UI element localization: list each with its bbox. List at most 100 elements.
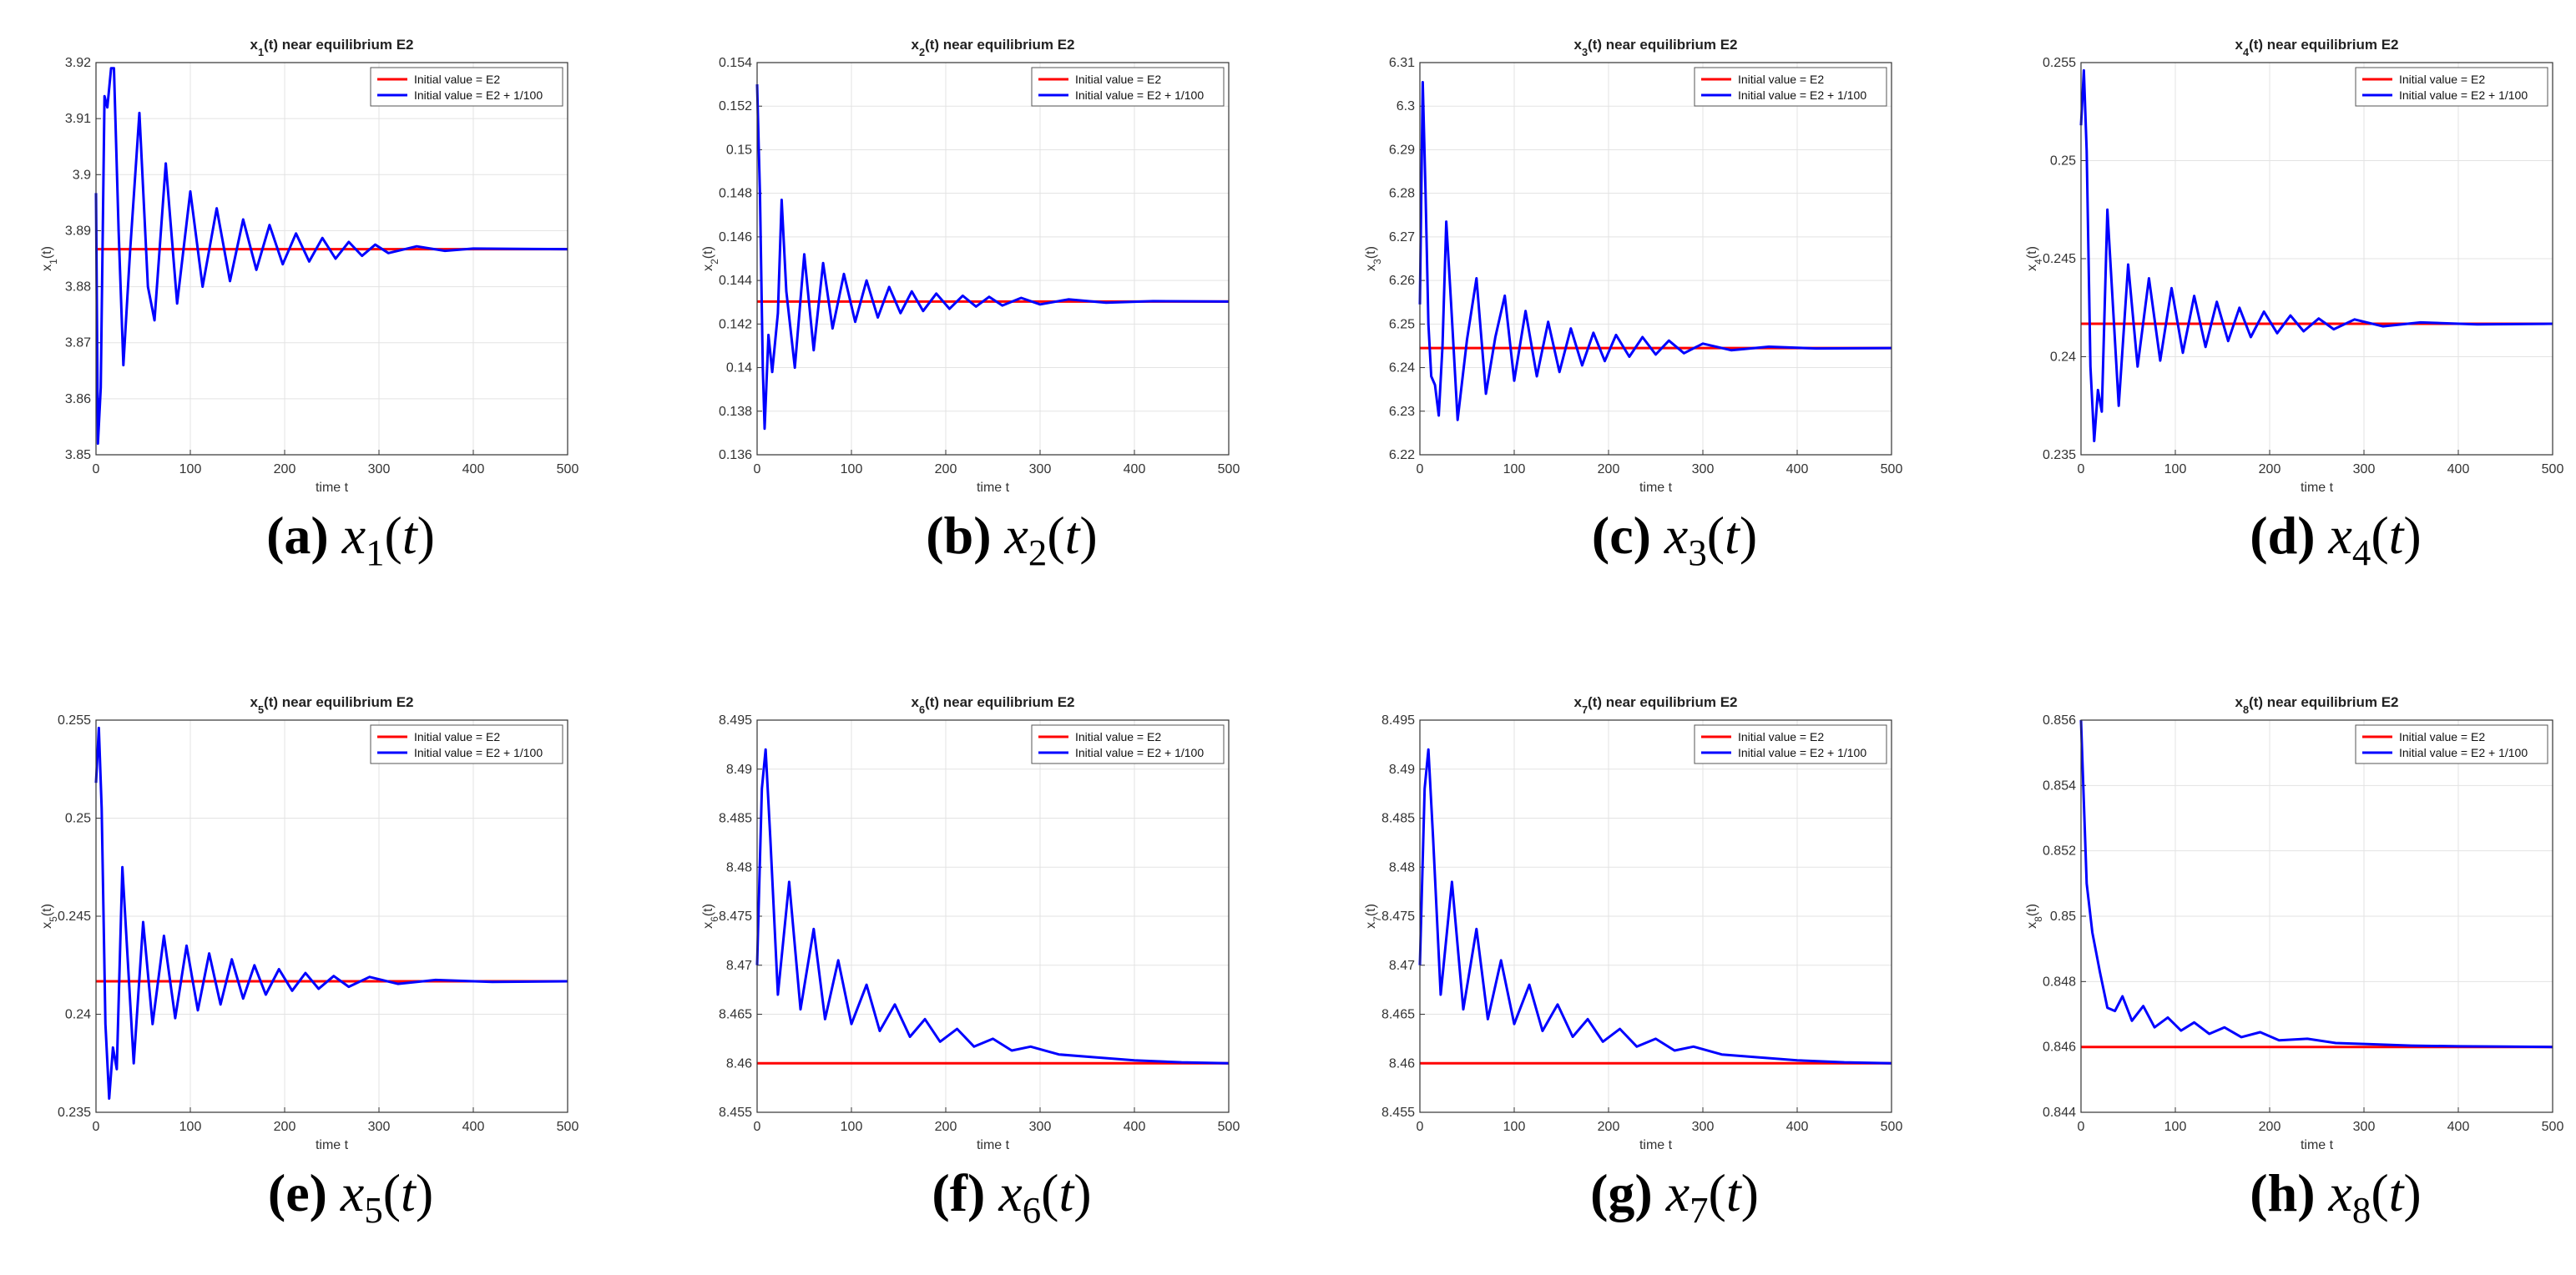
y-tick-label: 8.47 xyxy=(726,959,752,973)
x-tick-label: 500 xyxy=(557,1120,579,1134)
y-tick-label: 6.3 xyxy=(1397,99,1415,113)
chart-svg-a: 0 100 200 300 400 500 3.85 3.86 3.87 3.88 3.89 3.9 3… xyxy=(40,37,578,495)
y-axis-label: x7(t) xyxy=(1364,904,1383,929)
subfigure-caption: (a) x1(t) xyxy=(33,505,668,574)
y-tick-label: 0.245 xyxy=(2043,252,2076,266)
chart-title: x2(t) near equilibrium E2 xyxy=(911,37,1074,58)
legend-box xyxy=(1694,724,1887,764)
y-tick-label: 0.852 xyxy=(2043,844,2076,859)
x-tick-label: 400 xyxy=(462,1120,485,1134)
plot-area xyxy=(96,63,568,455)
axes-frame xyxy=(2080,62,2553,456)
x-axis-label: time t xyxy=(1639,481,1673,495)
legend-label: Initial value = E2 xyxy=(414,73,500,86)
legend-label: Initial value = E2 xyxy=(2399,73,2485,86)
y-tick-label: 0.24 xyxy=(65,1008,91,1022)
legend-label: Initial value = E2 + 1/100 xyxy=(1075,88,1204,102)
caption-letter: (c) xyxy=(1591,506,1651,565)
y-tick-label: 6.26 xyxy=(1389,274,1415,288)
y-tick-label: 3.91 xyxy=(65,112,91,126)
y-tick-label: 6.29 xyxy=(1389,143,1415,157)
legend-label: Initial value = E2 xyxy=(1075,730,1161,743)
caption-variable: x4(t) xyxy=(2315,506,2422,573)
y-tick-label: 3.92 xyxy=(65,56,91,70)
x-tick-label: 500 xyxy=(2542,1120,2564,1134)
x-tick-label: 400 xyxy=(462,462,485,476)
axes-frame xyxy=(1419,719,1892,1113)
y-tick-label: 0.848 xyxy=(2043,975,2076,989)
y-tick-label: 3.89 xyxy=(65,224,91,238)
x-axis-label: time t xyxy=(977,481,1010,495)
x-tick-label: 100 xyxy=(841,462,863,476)
x-tick-label: 200 xyxy=(2259,1120,2281,1134)
y-tick-label: 8.48 xyxy=(1389,860,1415,874)
x-tick-label: 200 xyxy=(274,1120,296,1134)
y-tick-label: 6.24 xyxy=(1389,361,1415,375)
y-axis-label: x2(t) xyxy=(701,246,720,271)
subfigure-caption: (f) x6(t) xyxy=(695,1162,1329,1232)
y-tick-label: 0.245 xyxy=(58,910,91,924)
y-tick-label: 0.844 xyxy=(2043,1106,2076,1120)
legend-box xyxy=(2355,67,2548,107)
x-tick-label: 200 xyxy=(935,1120,957,1134)
subfigure-caption: (h) x8(t) xyxy=(2018,1162,2576,1232)
series-line-perturbed xyxy=(2079,68,2553,442)
y-tick-label: 0.146 xyxy=(719,230,752,244)
axes-frame xyxy=(95,62,568,456)
legend-label: Initial value = E2 xyxy=(1075,73,1161,86)
legend-box xyxy=(1031,724,1225,764)
y-tick-label: 6.27 xyxy=(1389,230,1415,244)
caption-variable: x3(t) xyxy=(1650,506,1758,573)
series-line-perturbed xyxy=(755,84,1230,431)
subfigure-caption: (c) x3(t) xyxy=(1357,505,1992,574)
x-axis-label: time t xyxy=(316,1138,349,1152)
legend-label: Initial value = E2 xyxy=(1738,73,1824,86)
caption-letter: (e) xyxy=(267,1163,327,1222)
x-tick-label: 300 xyxy=(368,1120,391,1134)
axes-frame xyxy=(756,62,1230,456)
chart-svg-c: 0 100 200 300 400 500 6.22 6.23 6.24 6.25 6.26 6.27… xyxy=(1364,37,1902,495)
x-axis-label: time t xyxy=(1639,1138,1673,1152)
y-tick-label: 6.22 xyxy=(1389,448,1415,462)
x-axis-label: time t xyxy=(977,1138,1010,1152)
x-tick-label: 0 xyxy=(754,462,761,476)
chart-svg-h: 0 100 200 300 400 500 0.844 0.846 0.848 0.85 0.852… xyxy=(2025,694,2564,1152)
y-axis-label: x3(t) xyxy=(1364,246,1383,271)
legend-box xyxy=(370,67,563,107)
axes-frame xyxy=(95,719,568,1113)
plot-area xyxy=(757,63,1229,455)
x-tick-label: 300 xyxy=(1029,462,1052,476)
y-tick-label: 8.475 xyxy=(719,910,752,924)
chart-title: x7(t) near equilibrium E2 xyxy=(1573,694,1737,716)
y-tick-label: 8.465 xyxy=(719,1008,752,1022)
legend-label: Initial value = E2 xyxy=(414,730,500,743)
y-tick-label: 8.49 xyxy=(1389,763,1415,777)
y-tick-label: 8.485 xyxy=(719,812,752,826)
chart-title: x5(t) near equilibrium E2 xyxy=(250,694,413,716)
y-tick-label: 6.25 xyxy=(1389,317,1415,331)
y-tick-label: 0.85 xyxy=(2050,910,2076,924)
x-tick-label: 100 xyxy=(179,462,202,476)
caption-variable: x7(t) xyxy=(1652,1163,1759,1231)
axes-frame xyxy=(1419,62,1892,456)
legend-label: Initial value = E2 xyxy=(1738,730,1824,743)
y-tick-label: 3.85 xyxy=(65,448,91,462)
legend-box xyxy=(370,724,563,764)
x-tick-label: 0 xyxy=(93,1120,100,1134)
legend-label: Initial value = E2 + 1/100 xyxy=(414,746,543,759)
series-line-perturbed xyxy=(755,748,1230,1065)
chart-title: x6(t) near equilibrium E2 xyxy=(911,694,1074,716)
x-tick-label: 400 xyxy=(1786,1120,1809,1134)
legend-label: Initial value = E2 + 1/100 xyxy=(414,88,543,102)
y-tick-label: 6.31 xyxy=(1389,56,1415,70)
chart-title: x8(t) near equilibrium E2 xyxy=(2235,694,2398,716)
chart-panel-g: 0 100 200 300 400 500 8.455 8.46 8.465 8.47 8.475 8… xyxy=(1357,674,1992,1275)
y-tick-label: 6.23 xyxy=(1389,405,1415,419)
y-tick-label: 0.24 xyxy=(2050,350,2076,365)
x-tick-label: 400 xyxy=(1124,1120,1146,1134)
x-tick-label: 100 xyxy=(841,1120,863,1134)
y-tick-label: 8.485 xyxy=(1381,812,1415,826)
y-tick-label: 0.148 xyxy=(719,187,752,201)
axes-frame xyxy=(756,719,1230,1113)
y-tick-label: 8.47 xyxy=(1389,959,1415,973)
